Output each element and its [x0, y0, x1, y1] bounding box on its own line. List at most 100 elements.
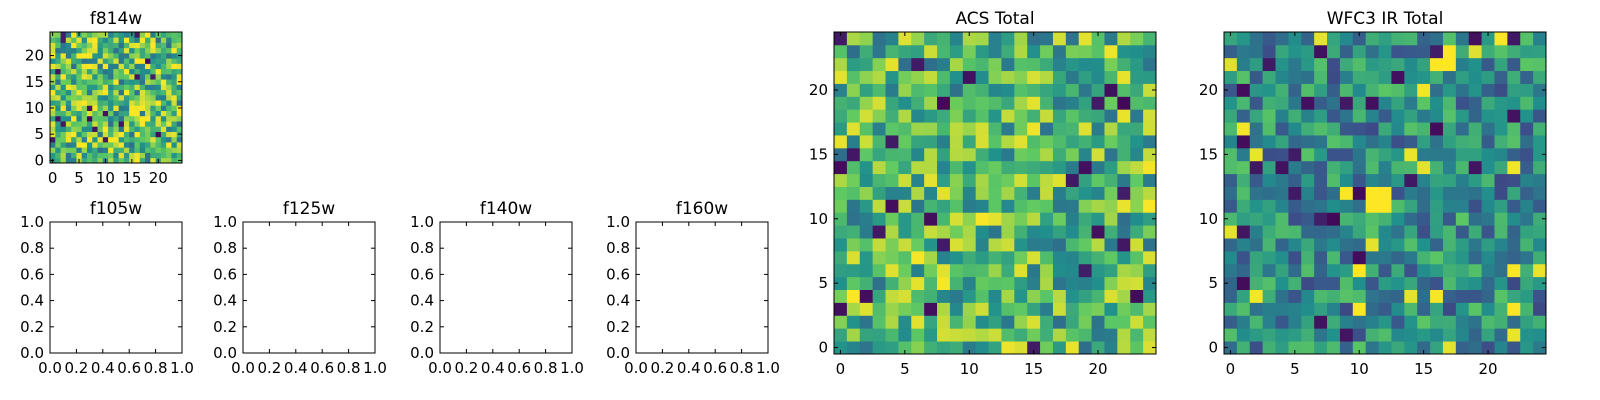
heatmap-cell: [1481, 32, 1495, 46]
heatmap-cell: [1391, 186, 1405, 200]
heatmap-cell: [118, 121, 125, 127]
heatmap-cell: [97, 94, 104, 101]
panel-title: f105w: [90, 199, 142, 219]
y-tick-label: 0.0: [213, 344, 237, 362]
heatmap-cell: [134, 126, 141, 132]
heatmap-cell: [113, 105, 120, 111]
heatmap-cell: [1143, 135, 1157, 149]
heatmap-cell: [145, 115, 151, 122]
x-tick-label: 5: [900, 360, 910, 378]
heatmap-cell: [1533, 32, 1547, 46]
heatmap-cell: [924, 212, 938, 226]
heatmap-cell: [134, 52, 141, 59]
heatmap-cell: [988, 109, 1002, 123]
heatmap-cell: [1404, 289, 1418, 303]
heatmap-cell: [988, 160, 1002, 175]
heatmap-cell: [81, 131, 88, 138]
heatmap-cell: [1365, 70, 1379, 84]
heatmap-cell: [1507, 328, 1521, 342]
heatmap-cell: [134, 47, 141, 54]
heatmap-cell: [846, 109, 861, 123]
heatmap-cell: [949, 57, 964, 72]
heatmap-cell: [50, 142, 56, 148]
heatmap-cell: [1314, 83, 1328, 97]
heatmap-cell: [1468, 302, 1482, 316]
heatmap-cell: [1130, 315, 1144, 329]
heatmap-cell: [1052, 83, 1067, 97]
heatmap-cell: [1442, 147, 1457, 162]
heatmap-cell: [885, 186, 899, 200]
heatmap-cell: [1352, 109, 1367, 123]
heatmap-cell: [71, 147, 77, 153]
heatmap-cell: [166, 47, 172, 54]
heatmap-cell: [1014, 44, 1028, 59]
heatmap-cell: [924, 186, 938, 200]
heatmap-cell: [1236, 199, 1251, 213]
heatmap-cell: [1455, 250, 1470, 265]
heatmap-cell: [1104, 341, 1118, 355]
heatmap-cell: [1301, 147, 1315, 162]
x-tick-label: 0.2: [650, 359, 674, 377]
heatmap-cell: [65, 157, 72, 164]
heatmap-cell: [1027, 328, 1041, 342]
heatmap-cell: [1249, 147, 1264, 162]
heatmap-cell: [1275, 70, 1289, 84]
heatmap-cell: [92, 110, 98, 117]
heatmap-cell: [1507, 173, 1521, 187]
heatmap-cell: [118, 131, 125, 138]
heatmap-cell: [937, 122, 951, 136]
heatmap-cell: [924, 109, 938, 123]
heatmap-cell: [1001, 289, 1015, 303]
heatmap-cell: [846, 199, 861, 213]
heatmap-cell: [1442, 186, 1457, 200]
heatmap-cell: [1378, 57, 1392, 72]
y-tick-label: 1.0: [213, 213, 237, 231]
heatmap-cell: [872, 199, 886, 213]
heatmap-cell: [1262, 250, 1276, 265]
heatmap-cell: [949, 276, 964, 290]
heatmap-cell: [1494, 341, 1508, 355]
heatmap-cell: [988, 44, 1002, 59]
heatmap-cell: [1143, 32, 1157, 46]
heatmap-cell: [1262, 328, 1276, 342]
heatmap-cell: [846, 302, 861, 316]
heatmap-cell: [1494, 109, 1508, 123]
heatmap-cell: [1339, 70, 1354, 84]
x-tick-label: 0.8: [534, 359, 558, 377]
heatmap-cell: [1494, 199, 1508, 213]
heatmap-cell: [1027, 44, 1041, 59]
heatmap-cell: [1455, 109, 1470, 123]
heatmap-cell: [92, 121, 98, 127]
heatmap-cell: [1275, 147, 1289, 162]
heatmap-cell: [129, 131, 135, 138]
heatmap-cell: [55, 136, 61, 143]
heatmap-cell: [55, 152, 61, 159]
heatmap-cell: [171, 115, 178, 122]
heatmap-cell: [134, 84, 141, 91]
heatmap-cell: [1117, 289, 1131, 303]
heatmap-cell: [1365, 315, 1379, 329]
heatmap-cell: [1533, 70, 1547, 84]
heatmap-cell: [97, 63, 104, 70]
heatmap-cell: [155, 100, 162, 106]
heatmap-cell: [97, 152, 104, 159]
heatmap-cell: [102, 136, 109, 143]
heatmap-cell: [1143, 147, 1157, 162]
heatmap-cell: [834, 96, 848, 110]
heatmap-cell: [65, 147, 72, 153]
heatmap-cell: [1391, 109, 1405, 123]
heatmap-cell: [1130, 96, 1144, 110]
heatmap-cell: [1236, 57, 1251, 72]
heatmap-cell: [846, 289, 861, 303]
heatmap-cell: [166, 115, 172, 122]
heatmap-cell: [1040, 160, 1054, 175]
heatmap-cell: [1014, 212, 1028, 226]
heatmap-cell: [134, 73, 141, 80]
heatmap-cell: [102, 152, 109, 159]
heatmap-cell: [1520, 147, 1534, 162]
heatmap-cell: [1130, 83, 1144, 97]
heatmap-cell: [937, 315, 951, 329]
heatmap-cell: [1533, 135, 1547, 149]
heatmap-cell: [834, 225, 848, 239]
